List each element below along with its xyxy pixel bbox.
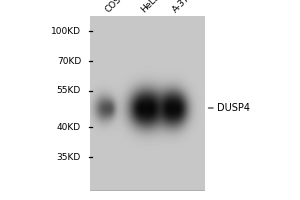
Text: 55KD: 55KD [57, 86, 81, 95]
Text: A-375: A-375 [171, 0, 196, 14]
Text: 100KD: 100KD [51, 26, 81, 36]
Text: 70KD: 70KD [57, 56, 81, 66]
Text: 35KD: 35KD [57, 152, 81, 162]
Text: HeLa: HeLa [139, 0, 162, 14]
Text: COS7: COS7 [103, 0, 127, 14]
Text: DUSP4: DUSP4 [218, 103, 250, 113]
Text: 40KD: 40KD [57, 122, 81, 132]
Bar [90, 16, 204, 190]
